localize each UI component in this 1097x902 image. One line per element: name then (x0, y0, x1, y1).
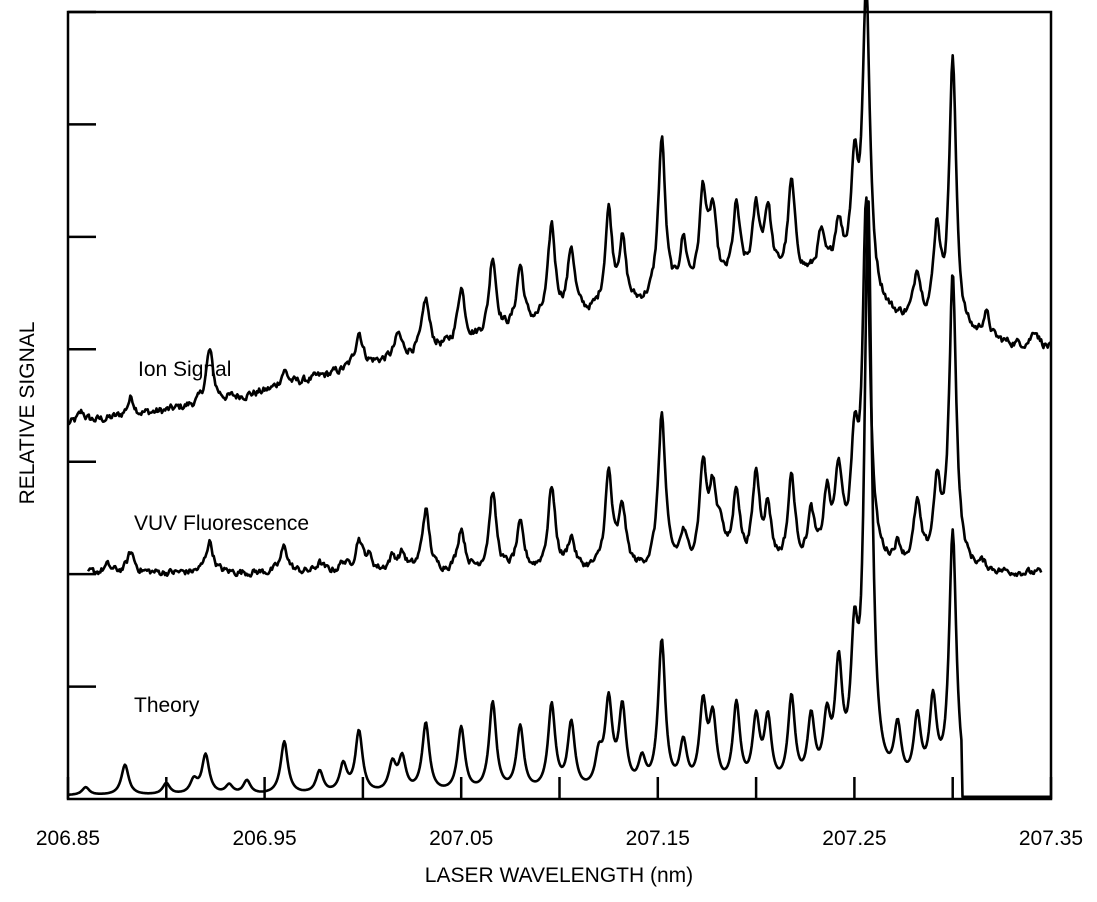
x-tick-label-2: 207.05 (429, 827, 493, 850)
x-tick-label-1: 206.95 (232, 827, 296, 850)
x-axis-title: LASER WAVELENGTH (nm) (425, 864, 693, 887)
x-tick-labels: 206.85 206.95 207.05 207.15 207.25 207.35 (36, 827, 1083, 850)
y-axis-title: RELATIVE SIGNAL (16, 322, 39, 505)
axis-ticks (66, 10, 1053, 799)
series-trace-0 (66, 0, 1053, 426)
x-tick-label-3: 207.15 (626, 827, 690, 850)
trace-label-2: Theory (134, 694, 200, 717)
x-tick-label-5: 207.35 (1019, 827, 1083, 850)
plot-frame (66, 10, 1053, 801)
series-trace-2 (67, 200, 1052, 799)
trace-annotations: Ion Signal VUV Fluorescence Theory (134, 358, 309, 717)
x-tick-label-0: 206.85 (36, 827, 100, 850)
x-tick-label-4: 207.25 (822, 827, 886, 850)
trace-label-0: Ion Signal (138, 358, 231, 381)
traces (66, 0, 1053, 799)
series-trace-1 (86, 196, 1043, 578)
trace-label-1: VUV Fluorescence (134, 512, 309, 535)
